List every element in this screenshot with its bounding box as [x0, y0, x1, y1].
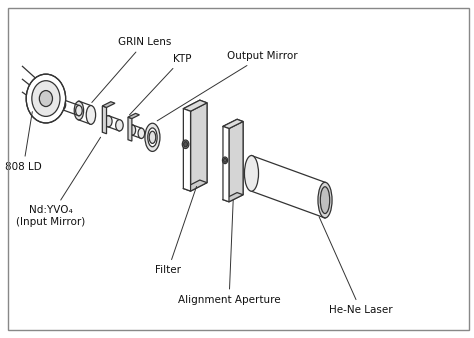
Ellipse shape: [105, 116, 112, 127]
Ellipse shape: [149, 131, 156, 143]
Ellipse shape: [182, 140, 189, 148]
Polygon shape: [183, 108, 191, 191]
Text: KTP: KTP: [129, 54, 191, 115]
Bar: [9, 8, 469, 330]
Ellipse shape: [76, 105, 82, 116]
Ellipse shape: [224, 159, 227, 162]
Ellipse shape: [245, 155, 258, 191]
Text: GRIN Lens: GRIN Lens: [92, 37, 171, 102]
Text: Nd:YVO₄
(Input Mirror): Nd:YVO₄ (Input Mirror): [16, 137, 100, 227]
Polygon shape: [223, 193, 243, 202]
Ellipse shape: [39, 91, 53, 106]
Text: Filter: Filter: [155, 187, 197, 275]
Polygon shape: [191, 103, 207, 191]
Ellipse shape: [32, 81, 60, 116]
Polygon shape: [183, 180, 207, 191]
Polygon shape: [223, 119, 243, 128]
Ellipse shape: [26, 74, 65, 123]
Ellipse shape: [184, 142, 187, 147]
Text: Output Mirror: Output Mirror: [157, 51, 297, 121]
Polygon shape: [223, 126, 229, 202]
Text: He-Ne Laser: He-Ne Laser: [319, 217, 392, 315]
Polygon shape: [102, 106, 107, 134]
Ellipse shape: [138, 128, 145, 139]
Ellipse shape: [145, 123, 160, 151]
Ellipse shape: [116, 120, 123, 131]
Polygon shape: [237, 119, 243, 195]
Ellipse shape: [318, 182, 332, 218]
Polygon shape: [128, 113, 139, 119]
Ellipse shape: [320, 187, 330, 214]
Polygon shape: [183, 100, 207, 111]
Text: Alignment Aperture: Alignment Aperture: [178, 200, 281, 305]
Ellipse shape: [86, 105, 96, 124]
Polygon shape: [229, 121, 243, 202]
Polygon shape: [102, 102, 115, 107]
Text: 808 LD: 808 LD: [5, 112, 42, 172]
Ellipse shape: [74, 101, 83, 120]
Ellipse shape: [59, 99, 66, 110]
Ellipse shape: [129, 125, 136, 135]
Ellipse shape: [148, 128, 157, 147]
Polygon shape: [128, 117, 132, 141]
Ellipse shape: [222, 157, 228, 164]
Polygon shape: [200, 100, 207, 183]
